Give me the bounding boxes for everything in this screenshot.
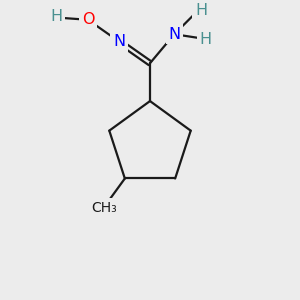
Text: H: H: [200, 32, 211, 47]
Text: N: N: [113, 34, 125, 49]
Text: H: H: [195, 3, 207, 18]
Text: O: O: [82, 12, 94, 27]
Text: N: N: [168, 27, 180, 42]
Text: CH₃: CH₃: [91, 201, 117, 215]
Text: H: H: [50, 9, 63, 24]
